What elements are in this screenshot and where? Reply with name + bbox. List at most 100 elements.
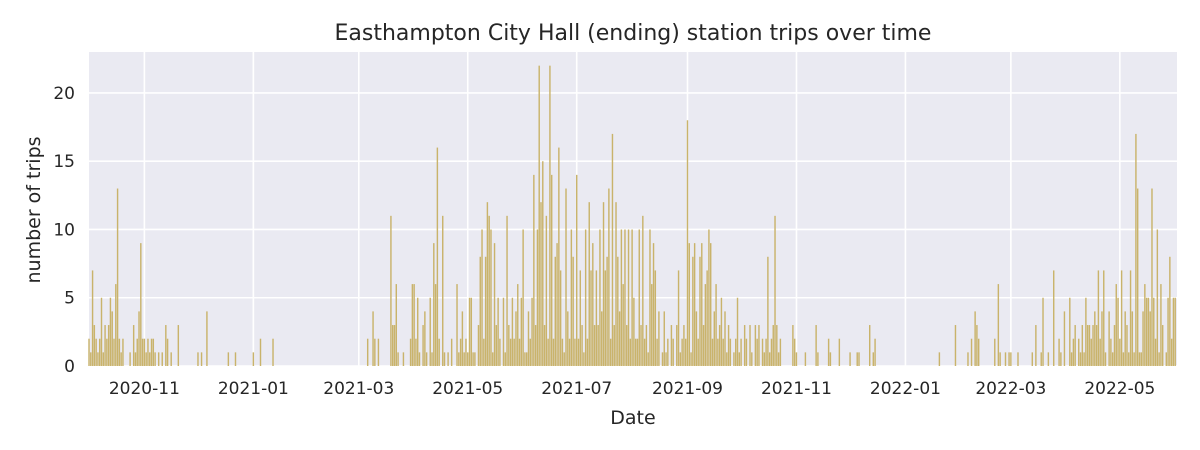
bar [727,325,730,366]
bar [1156,229,1159,366]
bar [636,338,639,366]
bar [165,325,167,366]
bar [567,311,569,366]
bar [697,338,699,366]
bar [450,338,453,366]
x-tick-label: 2021-09 [652,379,723,399]
bar [481,229,483,366]
bar [724,311,726,366]
bar [1085,297,1087,366]
bar [568,338,571,366]
bar [670,325,673,366]
bar [613,325,615,366]
bar [177,325,180,366]
bar [726,352,728,366]
bar [604,270,607,366]
bar [768,352,771,366]
bar [620,229,623,366]
bar [552,338,555,366]
bar [527,311,530,366]
bar [1136,188,1139,366]
bar [849,352,851,366]
bar [366,338,369,366]
bar [765,338,767,366]
bar [91,270,94,366]
bar [874,338,876,366]
bar [1124,311,1126,366]
bar [413,284,415,366]
bar [651,284,653,366]
bar [374,338,376,366]
bar [767,256,769,366]
bar [418,352,421,366]
bar [684,338,687,366]
bar [543,325,546,366]
bar [524,352,526,366]
bar [1153,297,1155,366]
bar [617,256,619,366]
x-tick-label: 2021-05 [432,379,503,399]
bar [967,352,969,366]
bar [1094,311,1096,366]
bar [409,338,412,366]
bar [515,311,517,366]
bar [1135,133,1137,366]
bar [717,338,719,366]
bar [533,174,535,366]
bar [395,284,397,366]
bar [856,352,858,366]
bar [1081,325,1084,366]
bar [422,325,424,366]
bar [593,325,596,366]
bar [1104,352,1107,366]
bar [397,352,399,366]
bar [597,325,599,366]
bar [143,338,146,366]
bar [377,338,380,366]
bar [681,338,683,366]
bar [954,325,957,366]
bar [686,120,689,366]
bar [393,325,396,366]
bar [1090,338,1092,366]
bar [1170,338,1173,366]
chart-title: Easthampton City Hall (ending) station t… [335,21,932,46]
bar [663,311,665,366]
bar [804,352,807,366]
bar [720,297,723,366]
bar [665,352,667,366]
bar [106,338,108,366]
bar [735,338,737,366]
bar [692,256,694,366]
bar [770,338,773,366]
bar [581,325,583,366]
y-tick-label: 15 [53,152,75,172]
bar [572,256,574,366]
bar [93,325,96,366]
bar [511,297,514,366]
bar [206,311,208,366]
bar [558,147,560,366]
bar [234,352,237,366]
bar [1058,338,1060,366]
y-axis-ticks: 0 5 10 15 20 [53,84,75,377]
bar [506,215,508,366]
bar [252,352,255,366]
bar [672,338,674,366]
bar [777,352,780,366]
bar [713,311,715,366]
bar [497,297,499,366]
bar [390,215,392,366]
bar [141,338,144,366]
bar [459,338,462,366]
bar [602,202,605,366]
bar [1142,311,1144,366]
bar [1097,270,1100,366]
bar [977,338,980,366]
bar [556,243,558,366]
bar [994,338,996,366]
bar [116,188,119,366]
bar [1119,338,1121,366]
bar [690,352,692,366]
bar [468,297,471,366]
